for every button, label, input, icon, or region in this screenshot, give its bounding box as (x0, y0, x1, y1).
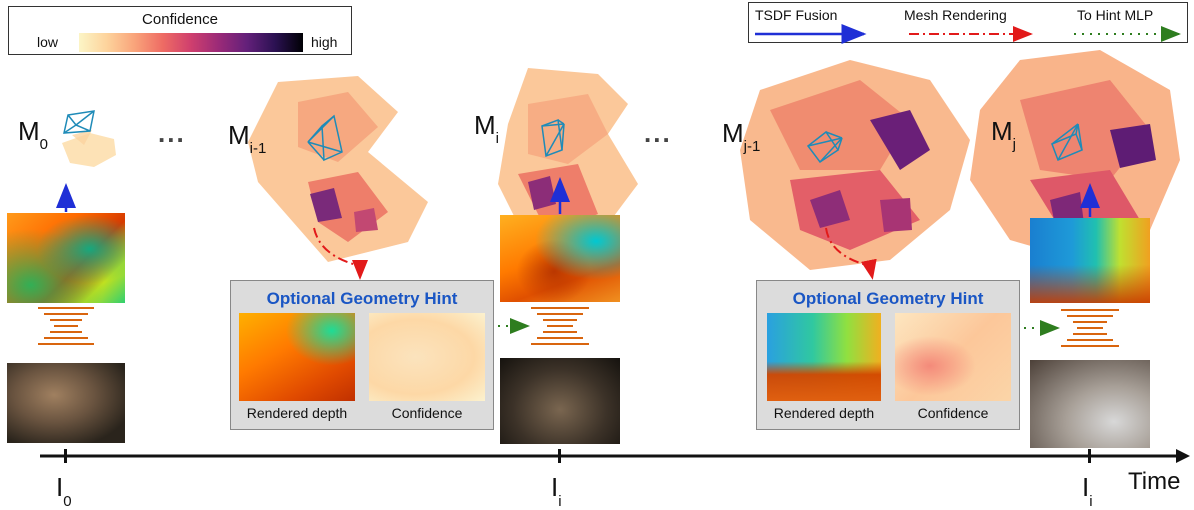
confidence-image (369, 313, 485, 401)
network-layer (50, 319, 82, 321)
rendered-depth-caption: Rendered depth (773, 405, 875, 421)
confidence-colorbar (79, 33, 303, 52)
time-axis-arrowhead (1176, 449, 1190, 463)
predicted-depth-j (1030, 218, 1150, 303)
predicted-depth-0 (7, 213, 125, 303)
network-layer (537, 337, 583, 339)
timeline-tick-0 (64, 449, 67, 463)
camera-frustum-icon (307, 114, 343, 162)
camera-frustum-icon (806, 130, 843, 164)
timeline-label-i: Ii (551, 472, 562, 510)
to-hint-mlp-label: To Hint MLP (1077, 7, 1154, 23)
network-layer (1061, 309, 1119, 311)
confidence-low-label: low (37, 34, 59, 50)
rgb-frame-j (1030, 360, 1150, 448)
network-layer (38, 343, 94, 345)
mesh-rendering-label: Mesh Rendering (904, 7, 1007, 23)
network-layer (1061, 345, 1119, 347)
mesh-label-m-i-1: Mi-1 (228, 120, 267, 157)
network-layer (531, 307, 589, 309)
camera-frustum-icon (541, 118, 565, 158)
hint-box-title: Optional Geometry Hint (792, 289, 984, 308)
hint-box-title: Optional Geometry Hint (266, 289, 458, 308)
arrow-legend: TSDF Fusion Mesh Rendering To Hint MLP (748, 2, 1188, 44)
geometry-hint-box-1: Optional Geometry Hint Rendered depth Co… (230, 280, 494, 430)
predicted-depth-i (500, 215, 620, 302)
ellipsis-1: ... (158, 118, 186, 148)
network-layer (547, 325, 573, 327)
mesh-label-m-j-1: Mj-1 (722, 118, 761, 155)
camera-frustum-icon (63, 110, 95, 134)
rendered-depth-image (239, 313, 355, 401)
tsdf-fusion-label: TSDF Fusion (755, 7, 838, 23)
network-layer (1067, 339, 1113, 341)
rendered-depth-caption: Rendered depth (246, 405, 348, 421)
network-layer (54, 325, 78, 327)
timeline-tick-j (1088, 449, 1091, 463)
confidence-caption: Confidence (917, 405, 989, 421)
network-layer (537, 313, 583, 315)
network-layer (44, 337, 88, 339)
network-layer (543, 319, 577, 321)
network-layer (543, 331, 577, 333)
mesh-m0 (62, 110, 116, 167)
network-layer (50, 331, 82, 333)
camera-frustum-icon (1051, 123, 1083, 161)
geometry-hint-box-2: Optional Geometry Hint Rendered depth Co… (756, 280, 1020, 430)
network-layer (1073, 321, 1107, 323)
mesh-label-m-i: Mi (474, 110, 500, 147)
timeline-tick-i (558, 449, 561, 463)
timeline-label-j: Ii (1082, 472, 1093, 510)
arrow-legend-lines (755, 24, 1181, 44)
mesh-rendering-arrow-2 (825, 227, 877, 280)
time-axis-label: Time (1128, 468, 1181, 495)
confidence-legend-title: Confidence (142, 11, 218, 28)
mesh-m-j-1 (740, 60, 970, 270)
mesh-m-i (498, 68, 638, 254)
ellipsis-2: ... (644, 118, 672, 148)
network-layer (531, 343, 589, 345)
network-layer (1067, 315, 1113, 317)
network-layer (38, 307, 94, 309)
mesh-rendering-arrow-1 (313, 227, 368, 280)
rendered-depth-image (767, 313, 881, 401)
mesh-label-m-j: Mj (991, 116, 1017, 153)
rgb-frame-0 (7, 363, 125, 443)
mesh-label-m0: M0 (18, 116, 49, 153)
mesh-m-i-1 (248, 76, 428, 262)
confidence-image (895, 313, 1011, 401)
confidence-high-label: high (311, 34, 338, 50)
network-layer (1073, 333, 1107, 335)
rgb-frame-i (500, 358, 620, 444)
network-layer (44, 313, 88, 315)
network-layer (1077, 327, 1103, 329)
confidence-caption: Confidence (391, 405, 463, 421)
confidence-legend: Confidence low high (8, 6, 352, 55)
timeline-label-0: I0 (56, 472, 72, 510)
